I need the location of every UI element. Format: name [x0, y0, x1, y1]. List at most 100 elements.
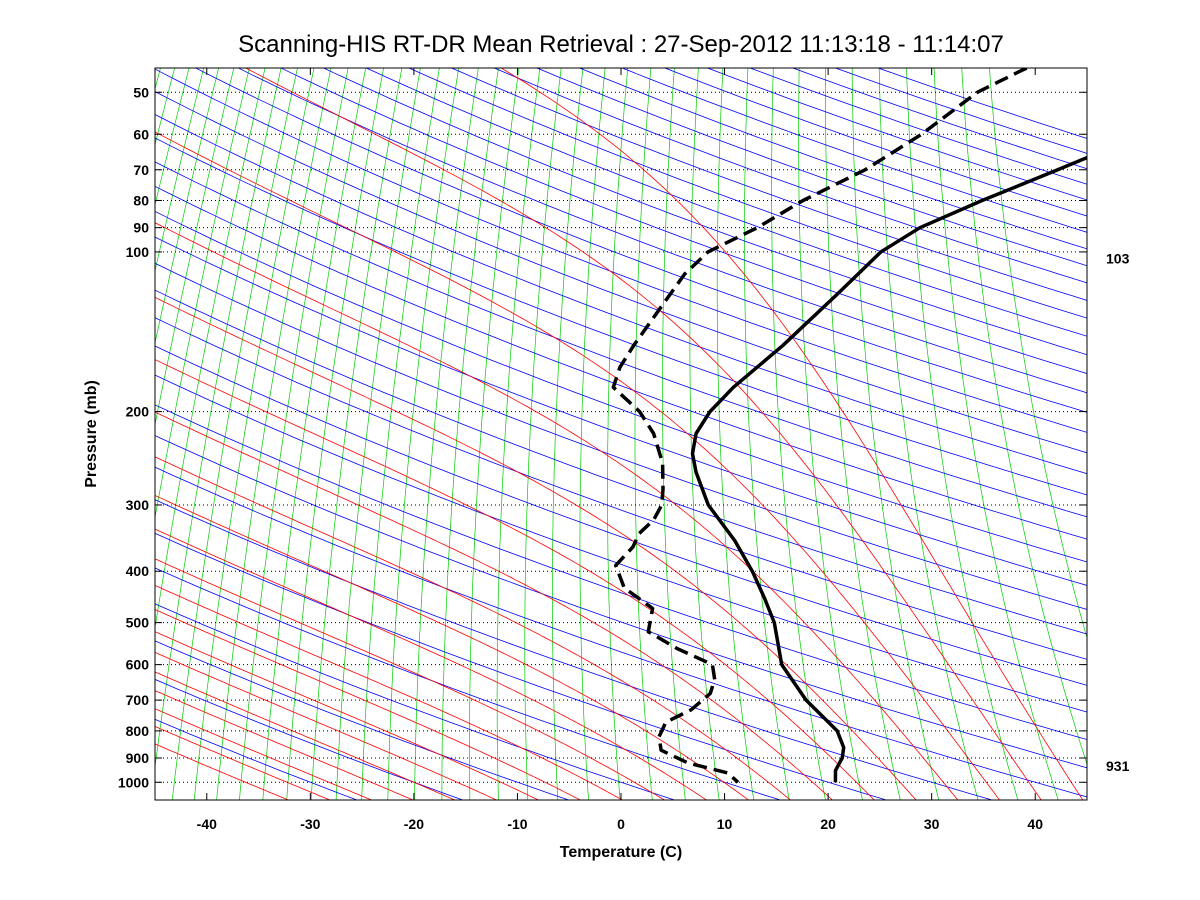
dry-adiabat-line: [791, 68, 1087, 170]
moist-adiabat-line: [155, 671, 456, 800]
mixing-ratio-line: [662, 68, 686, 800]
dry-adiabat-line: [155, 91, 1087, 454]
annotations: 103 931: [1106, 251, 1130, 774]
dry-adiabat-line: [155, 262, 1087, 610]
chart-title: Scanning-HIS RT-DR Mean Retrieval : 27-S…: [238, 31, 1004, 58]
mixing-ratio-line: [634, 68, 653, 800]
y-ticks: 50 60 70 80 90 100 200 300 400 500 600 700 800 900 100…: [118, 84, 1087, 790]
dry-adiabat-line: [155, 603, 676, 800]
dry-adiabat-line: [408, 68, 1087, 319]
dry-adiabat-line: [155, 404, 1087, 740]
dry-adiabat-line: [155, 185, 1087, 540]
dry-adiabat-line: [663, 68, 1087, 217]
moist-adiabat-line: [155, 584, 624, 800]
x-tick-label: -30: [300, 816, 320, 832]
moist-adiabat-line: [155, 222, 959, 800]
moist-adiabat-line: [155, 296, 917, 800]
dry-adiabat-line: [155, 374, 1087, 713]
x-tick-label: -40: [197, 816, 217, 832]
x-tick-label: -20: [404, 816, 424, 832]
x-tick-label: 40: [1027, 816, 1043, 832]
y-tick-label: 400: [126, 563, 150, 579]
y-tick-label: 800: [126, 723, 150, 739]
dry-adiabat-line: [749, 68, 1087, 185]
dry-adiabat-line: [621, 68, 1087, 233]
y-tick-label: 70: [133, 162, 149, 178]
dry-adiabat-line: [155, 210, 1087, 563]
dry-adiabat-line: [365, 68, 1087, 337]
moist-adiabat-line: [155, 725, 331, 800]
pressure-annotation: 931: [1106, 758, 1130, 774]
moist-adiabat-line: [155, 558, 666, 800]
y-tick-label: 900: [126, 750, 150, 766]
pressure-annotation: 103: [1106, 251, 1130, 267]
dry-adiabat-line: [155, 435, 1087, 769]
moist-adiabat-line: [155, 456, 792, 800]
dry-adiabat-line: [450, 68, 1087, 301]
moist-adiabat-line: [155, 609, 582, 800]
mixing-ratio-line: [961, 68, 1087, 766]
moist-adiabat-line: [244, 68, 1042, 800]
y-axis-label: Pressure (mb): [83, 380, 100, 488]
y-tick-label: 200: [126, 404, 150, 420]
dry-adiabat-line: [155, 345, 1087, 686]
dry-adiabat-line: [706, 68, 1087, 201]
x-ticks: -40 -30 -20 -10 0 10 20 30 40: [197, 68, 1043, 832]
y-tick-label: 300: [126, 497, 150, 513]
y-tick-label: 100: [126, 244, 150, 260]
y-tick-label: 80: [133, 193, 149, 209]
y-tick-label: 700: [126, 692, 150, 708]
y-tick-label: 60: [133, 126, 149, 142]
y-tick-label: 500: [126, 615, 150, 631]
mixing-ratio-line: [579, 68, 606, 800]
dry-adiabat-line: [155, 236, 1087, 586]
mixing-ratio-line: [716, 68, 755, 800]
dry-adiabat-line: [155, 68, 1087, 433]
mixing-ratio-line: [387, 68, 459, 800]
dry-adiabat-line: [155, 499, 994, 800]
mixing-ratio-line: [496, 68, 541, 800]
moist-adiabat-line: [500, 68, 1084, 800]
moist-adiabat-line: [155, 411, 833, 800]
mixing-ratio-line: [155, 68, 235, 427]
mixing-ratio-line: [155, 68, 190, 207]
mixing-ratio-line: [155, 68, 250, 520]
moist-adiabat-line: [155, 528, 708, 800]
dry-adiabat-line: [155, 114, 1087, 475]
mixing-ratio-line: [262, 68, 367, 800]
x-tick-label: 10: [717, 816, 733, 832]
dry-adiabat-line: [322, 68, 1087, 356]
x-tick-label: 20: [820, 816, 836, 832]
dry-adiabat-line: [155, 137, 1087, 496]
mixing-ratio-line: [798, 68, 863, 800]
mixing-ratio-line: [239, 68, 349, 800]
dry-adiabat-line: [237, 68, 1087, 394]
mixing-ratio-line: [441, 68, 499, 800]
y-tick-label: 1000: [118, 774, 149, 790]
profile-series: [611, 68, 1087, 784]
mixing-ratio-line: [171, 68, 298, 800]
mixing-ratio-line: [469, 68, 520, 800]
mixing-ratio-line: [286, 68, 384, 800]
moist-adiabat-line: [155, 743, 290, 800]
x-tick-label: 0: [617, 816, 625, 832]
mixing-ratio-line: [906, 68, 1019, 800]
dry-adiabat-line: [155, 161, 1087, 518]
mixing-ratio-line: [989, 68, 1087, 639]
dry-adiabat-line: [155, 532, 888, 800]
mixing-ratio-line: [607, 68, 629, 800]
moist-adiabat-line: [155, 131, 1001, 800]
dry-adiabat-line: [493, 68, 1087, 284]
dry-adiabat-line: [578, 68, 1087, 250]
dry-adiabat-line: [155, 567, 782, 800]
moist-adiabat-line: [155, 690, 414, 800]
temperature-profile-line: [690, 155, 1087, 783]
moist-adiabat-line: [155, 651, 498, 800]
x-axis-label: Temperature (C): [560, 844, 682, 861]
mixing-ratio-line: [825, 68, 901, 800]
mixing-ratio-line: [689, 68, 720, 800]
x-tick-label: 30: [924, 816, 940, 832]
y-tick-label: 50: [133, 84, 149, 100]
mixing-ratio-line: [155, 68, 282, 770]
